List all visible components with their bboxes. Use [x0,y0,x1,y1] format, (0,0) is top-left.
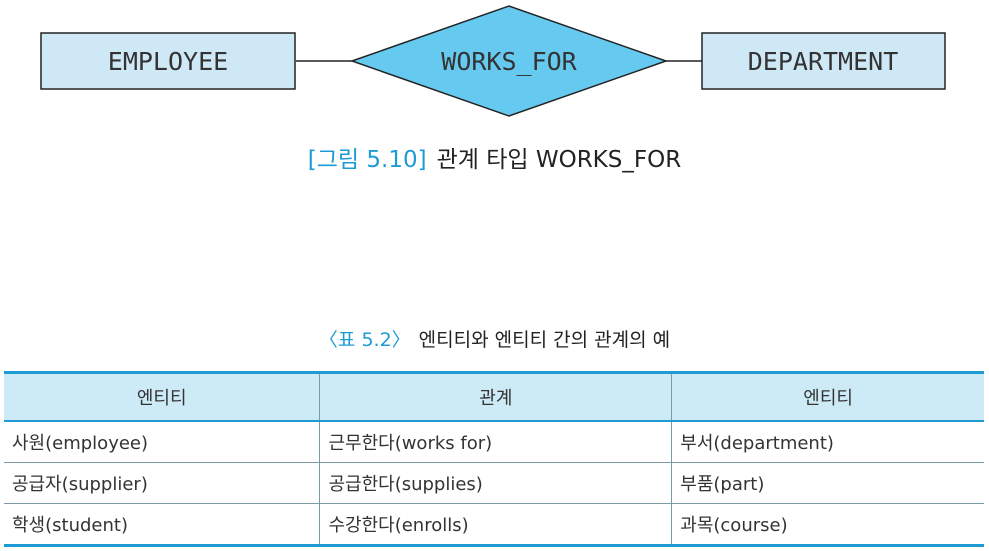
figure-caption-number: [그림 5.10] [307,147,427,173]
table-cell: 과목(course) [671,503,984,547]
relationship-works-for-diamond [349,5,669,117]
table-cell: 사원(employee) [4,421,320,463]
entity-department-box [701,32,946,90]
table-cell: 학생(student) [4,503,320,547]
table-header-cell: 엔티티 [671,371,984,422]
figure-caption-text: 관계 타입 WORKS_FOR [436,147,682,173]
table-header-cell: 관계 [319,371,672,422]
table-cell: 부서(department) [671,421,984,463]
table-caption: 〈표 5.2〉 엔티티와 엔티티 간의 관계의 예 [0,325,989,352]
table-cell: 공급한다(supplies) [319,462,672,504]
figure-caption: [그림 5.10] 관계 타입 WORKS_FOR [0,140,989,174]
table-cell: 공급자(supplier) [4,462,320,504]
table-header-cell: 엔티티 [4,371,320,422]
table-header-row: 엔티티 관계 엔티티 [4,371,984,422]
entity-department-label: DEPARTMENT [748,47,899,76]
er-diagram: EMPLOYEE WORKS_FOR DEPARTMENT [40,5,946,117]
table-row: 학생(student) 수강한다(enrolls) 과목(course) [4,503,984,547]
table-caption-number: 〈표 5.2〉 [318,329,411,351]
entity-employee-label: EMPLOYEE [108,47,228,76]
table-row: 공급자(supplier) 공급한다(supplies) 부품(part) [4,462,984,504]
table-caption-text: 엔티티와 엔티티 간의 관계의 예 [418,329,671,351]
relationship-table: 엔티티 관계 엔티티 사원(employee) 근무한다(works for) … [4,371,984,547]
table-row: 사원(employee) 근무한다(works for) 부서(departme… [4,421,984,463]
table-cell: 근무한다(works for) [319,421,672,463]
entity-employee-box [40,32,296,90]
relationship-works-for-label: WORKS_FOR [441,47,577,76]
table-cell: 수강한다(enrolls) [319,503,672,547]
table-cell: 부품(part) [671,462,984,504]
